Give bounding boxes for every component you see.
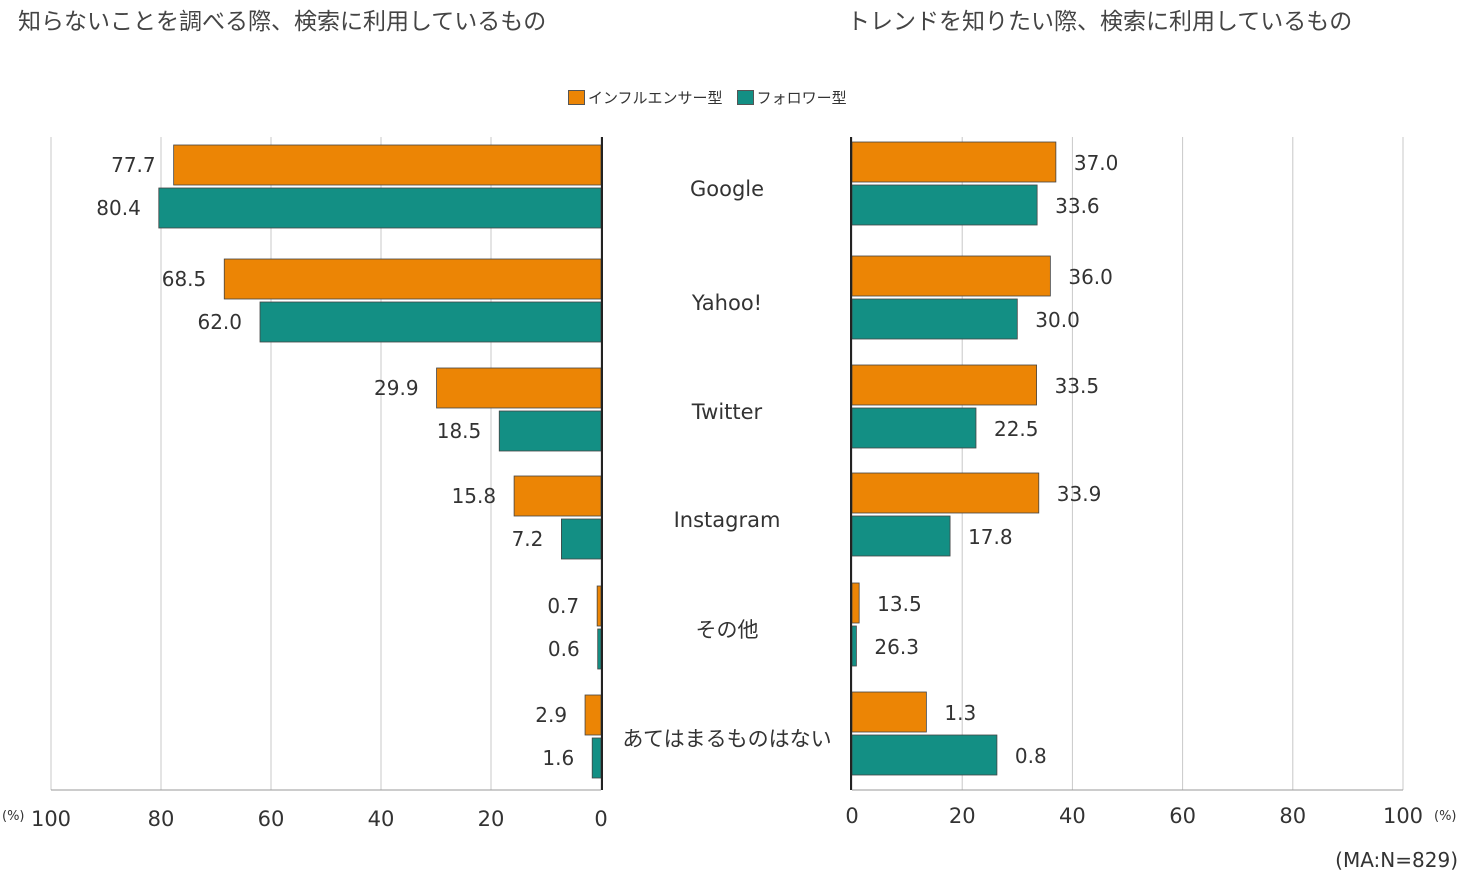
- value-label-left-0-1: 68.5: [162, 267, 207, 291]
- value-label-left-1-2: 18.5: [437, 419, 482, 443]
- legend-label-follower: フォロワー型: [756, 89, 847, 107]
- legend-item-influencer: インフルエンサー型: [568, 87, 723, 108]
- bar-right-0-2: [851, 364, 1037, 406]
- category-label-4: その他: [696, 618, 759, 642]
- value-label-right-1-4: 26.3: [874, 635, 919, 659]
- bar-right-1-2: [851, 407, 977, 449]
- x-tick-left-60: 60: [258, 807, 285, 831]
- value-label-right-0-1: 36.0: [1068, 265, 1113, 289]
- unit-label-right: (%): [1434, 809, 1457, 824]
- x-tick-right-20: 20: [949, 804, 976, 828]
- chart-title-right: トレンドを知りたい際、検索に利用しているもの: [847, 9, 1353, 35]
- bar-left-0-4: [596, 585, 602, 627]
- value-label-left-0-4: 0.7: [547, 594, 579, 618]
- value-label-left-1-3: 7.2: [512, 527, 544, 551]
- sample-note: (MA:N=829): [1335, 848, 1458, 872]
- bar-left-0-0: [173, 144, 602, 186]
- value-label-left-1-0: 80.4: [96, 196, 141, 220]
- value-label-right-1-5: 0.8: [1015, 744, 1047, 768]
- bar-right-1-5: [851, 734, 998, 776]
- value-label-right-0-4: 13.5: [877, 592, 922, 616]
- bar-right-1-3: [851, 515, 951, 557]
- x-tick-left-80: 80: [148, 807, 175, 831]
- value-label-right-1-1: 30.0: [1035, 308, 1080, 332]
- bar-left-1-4: [597, 628, 602, 670]
- bar-right-1-4: [851, 625, 857, 667]
- value-label-left-1-5: 1.6: [542, 746, 574, 770]
- category-label-2: Twitter: [691, 400, 763, 424]
- bar-left-1-3: [561, 518, 602, 560]
- bar-right-1-0: [851, 184, 1038, 226]
- legend-swatch-follower: [736, 90, 754, 105]
- x-tick-right-100: 100: [1383, 804, 1423, 828]
- category-label-1: Yahoo!: [691, 291, 762, 315]
- bar-right-0-5: [851, 691, 927, 733]
- category-label-5: あてはまるものはない: [622, 727, 831, 751]
- category-label-3: Instagram: [674, 508, 781, 532]
- unit-label-left: (%): [2, 809, 25, 824]
- legend-item-follower: フォロワー型: [736, 87, 847, 108]
- bar-left-0-3: [513, 475, 602, 517]
- bar-left-1-0: [158, 187, 602, 229]
- value-label-left-1-4: 0.6: [548, 637, 580, 661]
- bar-left-1-1: [259, 301, 602, 343]
- x-tick-right-40: 40: [1059, 804, 1086, 828]
- x-tick-right-0: 0: [845, 804, 858, 828]
- value-label-left-0-2: 29.9: [374, 376, 419, 400]
- bar-right-0-4: [851, 582, 860, 624]
- bar-right-0-0: [851, 141, 1057, 183]
- bar-left-1-5: [591, 737, 602, 779]
- x-tick-right-80: 80: [1279, 804, 1306, 828]
- value-label-left-0-3: 15.8: [452, 484, 497, 508]
- x-tick-left-20: 20: [478, 807, 505, 831]
- x-tick-left-100: 100: [31, 807, 71, 831]
- legend-swatch-influencer: [568, 90, 585, 105]
- bar-right-0-1: [851, 255, 1051, 297]
- value-label-right-0-5: 1.3: [944, 701, 976, 725]
- value-label-left-0-0: 77.7: [111, 153, 156, 177]
- legend-label-influencer: インフルエンサー型: [588, 89, 723, 107]
- value-label-right-1-0: 33.6: [1055, 194, 1100, 218]
- value-label-left-0-5: 2.9: [535, 703, 567, 727]
- value-label-right-1-3: 17.8: [968, 525, 1013, 549]
- value-label-right-0-0: 37.0: [1074, 151, 1119, 175]
- chart-title-left: 知らないことを調べる際、検索に利用しているもの: [18, 9, 547, 35]
- x-tick-left-0: 0: [594, 807, 607, 831]
- bar-left-0-1: [223, 258, 602, 300]
- value-label-left-1-1: 62.0: [197, 310, 242, 334]
- bar-left-1-2: [498, 410, 602, 452]
- category-label-0: Google: [690, 177, 764, 201]
- bar-right-0-3: [851, 472, 1040, 514]
- value-label-right-0-3: 33.9: [1057, 482, 1102, 506]
- value-label-right-0-2: 33.5: [1055, 374, 1100, 398]
- bar-right-1-1: [851, 298, 1018, 340]
- value-label-right-1-2: 22.5: [994, 417, 1039, 441]
- x-tick-left-40: 40: [368, 807, 395, 831]
- legend: インフルエンサー型 フォロワー型: [568, 87, 861, 108]
- bar-left-0-2: [436, 367, 602, 409]
- bar-left-0-5: [584, 694, 602, 736]
- x-tick-right-60: 60: [1169, 804, 1196, 828]
